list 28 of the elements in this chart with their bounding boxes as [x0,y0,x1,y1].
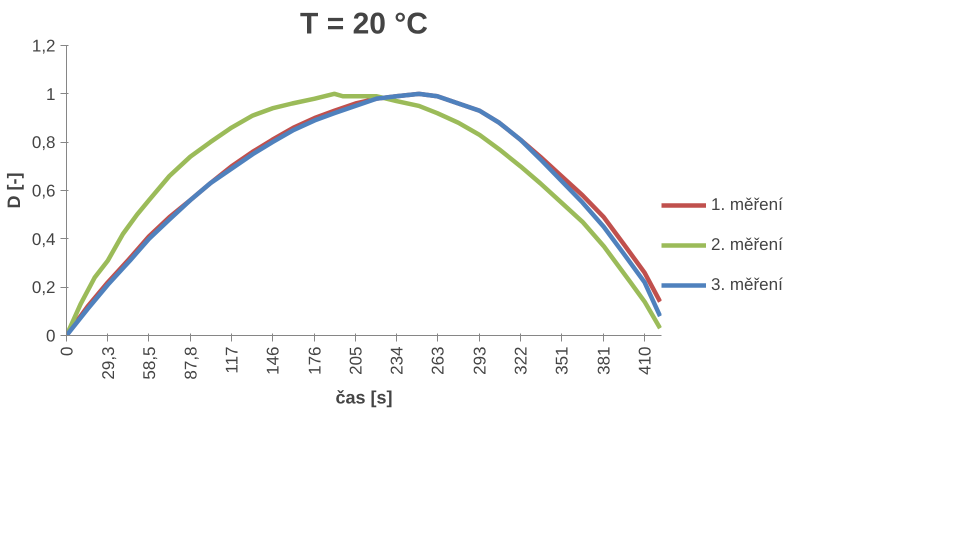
x-tick-label: 87,8 [181,346,200,380]
y-axis-title: D [-] [4,172,24,208]
legend-label: 3. měření [711,275,783,295]
legend-label: 1. měření [711,195,783,215]
chart-title: T = 20 °C [300,8,428,40]
y-tick-label: 0,4 [32,230,56,249]
x-axis-title: čas [s] [335,388,393,408]
y-tick-label: 1 [46,84,56,104]
x-tick-label: 293 [470,346,490,375]
y-tick-label: 0,2 [32,278,56,298]
x-tick-label: 0 [58,346,76,356]
x-tick-label: 381 [594,346,614,375]
x-tick-label: 29,3 [98,346,118,380]
y-tick-label: 0 [46,326,56,346]
x-tick-label: 322 [512,346,531,375]
x-tick-label: 176 [306,346,325,375]
y-tick-label: 0,8 [32,133,56,152]
x-tick-label: 58,5 [140,346,159,380]
y-tick-label: 0,6 [32,182,56,200]
x-tick-label: 205 [346,346,366,375]
x-tick-label: 351 [552,346,572,375]
y-tick-label: 1,2 [32,36,56,56]
x-tick-label: 146 [263,346,282,375]
x-tick-label: 117 [222,346,242,374]
x-tick-label: 263 [428,346,448,375]
x-tick-label: 410 [636,346,655,375]
legend-label: 2. měření [711,235,783,255]
x-tick-label: 234 [387,346,406,375]
